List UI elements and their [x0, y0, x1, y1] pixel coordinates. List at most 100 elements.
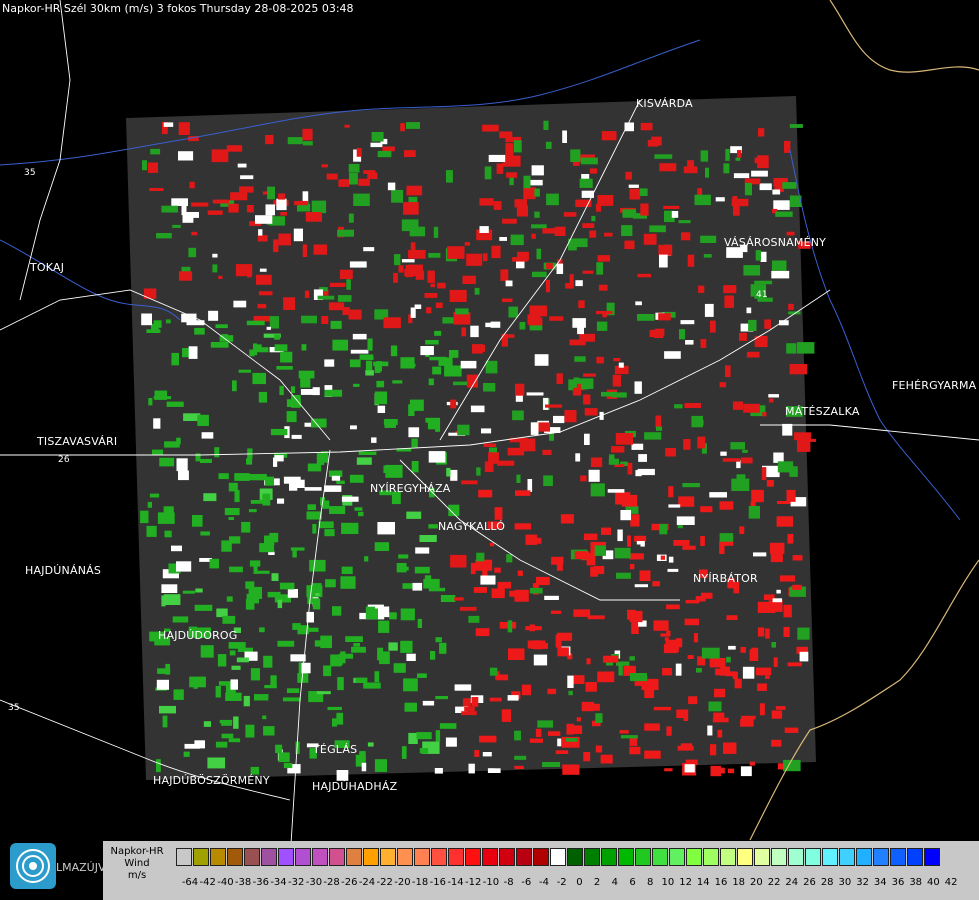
radar-echo-cell	[754, 290, 764, 298]
radar-echo-cell	[678, 496, 695, 507]
radar-echo-cell	[572, 387, 582, 396]
radar-echo-cell	[262, 493, 271, 506]
radar-echo-cell	[640, 203, 649, 216]
radar-echo-cell	[312, 598, 321, 610]
radar-echo-cell	[321, 164, 328, 168]
radar-echo-cell	[188, 136, 199, 142]
radar-echo-cell	[263, 655, 273, 668]
radar-echo-cell	[634, 584, 648, 588]
radar-echo-cell	[784, 140, 791, 153]
radar-echo-cell	[468, 615, 480, 623]
legend-tick-label: 16	[714, 877, 728, 888]
radar-echo-cell	[586, 658, 591, 665]
radar-echo-cell	[502, 155, 521, 167]
radar-echo-cell	[719, 501, 734, 510]
radar-echo-cell	[740, 647, 746, 653]
radar-echo-cell	[575, 280, 583, 287]
radar-echo-cell	[584, 433, 590, 445]
radar-echo-cell	[236, 657, 249, 663]
radar-echo-cell	[668, 486, 674, 498]
radar-echo-cell	[428, 451, 446, 463]
radar-echo-cell	[545, 279, 550, 293]
radar-echo-cell	[784, 727, 799, 733]
legend-swatch	[227, 848, 243, 866]
radar-echo-cell	[348, 164, 360, 173]
legend-tick-label: 10	[661, 877, 675, 888]
legend-tick-label: 26	[803, 877, 816, 888]
radar-echo-cell	[576, 383, 585, 391]
legend-tick-label: -22	[376, 877, 393, 888]
legend-swatch	[720, 848, 736, 866]
radar-echo-cell	[189, 181, 195, 189]
radar-echo-cell	[367, 338, 373, 351]
radar-echo-cell	[448, 504, 460, 517]
radar-echo-cell	[653, 620, 669, 631]
radar-echo-cell	[391, 189, 404, 203]
radar-echo-cell	[635, 301, 642, 306]
radar-echo-cell	[629, 188, 641, 200]
radar-echo-cell	[768, 394, 779, 398]
legend-swatch	[176, 848, 192, 866]
radar-echo-cell	[557, 647, 569, 657]
road-number: 41	[756, 290, 768, 300]
radar-echo-cell	[639, 570, 651, 581]
radar-echo-cell	[253, 315, 271, 322]
radar-echo-cell	[353, 643, 360, 647]
radar-echo-cell	[666, 726, 672, 736]
radar-echo-cell	[391, 491, 401, 505]
radar-echo-cell	[374, 606, 390, 618]
radar-echo-cell	[529, 587, 543, 594]
radar-echo-cell	[728, 645, 736, 650]
radar-echo-cell	[363, 170, 376, 174]
radar-echo-cell	[383, 317, 401, 329]
radar-echo-cell	[427, 270, 435, 283]
radar-echo-cell	[649, 225, 666, 233]
radar-echo-cell	[629, 736, 638, 746]
radar-echo-cell	[474, 287, 480, 295]
legend-tick-label: -16	[429, 877, 446, 888]
radar-echo-cell	[325, 579, 336, 588]
radar-echo-cell	[625, 506, 639, 514]
radar-echo-cell	[537, 720, 554, 728]
radar-echo-cell	[371, 132, 384, 142]
radar-echo-cell	[782, 423, 793, 436]
legend-swatch	[431, 848, 447, 866]
radar-echo-cell	[313, 244, 328, 255]
radar-echo-cell	[506, 172, 518, 178]
radar-echo-cell	[164, 628, 171, 632]
radar-echo-cell	[574, 551, 589, 559]
radar-echo-cell	[157, 512, 175, 524]
radar-echo-cell	[585, 682, 597, 692]
radar-echo-cell	[265, 204, 275, 216]
radar-echo-cell	[701, 647, 720, 659]
radar-echo-cell	[193, 627, 211, 639]
radar-echo-cell	[555, 750, 569, 754]
radar-echo-cell	[363, 247, 375, 252]
radar-echo-cell	[408, 249, 426, 259]
radar-echo-cell	[461, 711, 477, 716]
radar-echo-cell	[534, 354, 549, 366]
radar-echo-cell	[772, 208, 778, 214]
radar-echo-cell	[736, 459, 741, 469]
radar-echo-cell	[754, 280, 773, 285]
radar-echo-cell	[455, 706, 469, 713]
radar-echo-cell	[259, 268, 267, 272]
radar-echo-cell	[534, 188, 540, 197]
radar-echo-cell	[755, 667, 772, 676]
radar-echo-cell	[178, 271, 193, 281]
radar-echo-cell	[207, 757, 226, 769]
legend-tick-label: -30	[305, 877, 323, 888]
radar-echo-cell	[340, 651, 346, 664]
radar-echo-cell	[569, 339, 586, 346]
radar-echo-cell	[228, 738, 241, 743]
radar-echo-cell	[653, 706, 672, 711]
radar-echo-cell	[723, 285, 737, 294]
radar-echo-cell	[384, 424, 396, 428]
radar-echo-cell	[162, 715, 168, 728]
radar-echo-cell	[580, 382, 589, 390]
radar-echo-cell	[494, 567, 501, 573]
radar-echo-cell	[229, 536, 241, 544]
radar-echo-cell	[719, 382, 727, 388]
radar-echo-cell	[178, 151, 194, 161]
radar-echo-cell	[733, 204, 740, 216]
